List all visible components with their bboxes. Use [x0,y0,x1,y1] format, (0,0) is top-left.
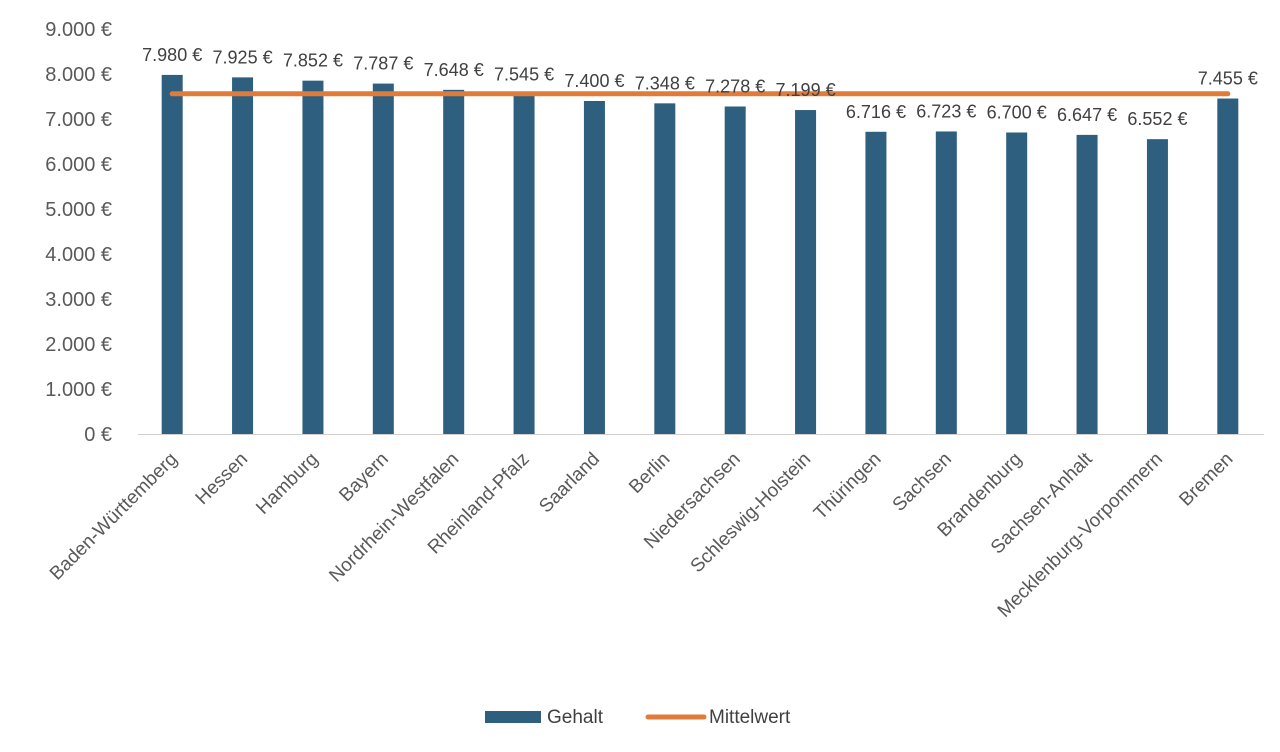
data-label: 6.716 € [846,102,906,122]
bar-berlin [654,103,676,434]
bar-saarland [583,101,605,434]
bar-hamburg [302,80,324,434]
bar-baden-württemberg [161,74,183,435]
y-tick-label: 4.000 € [45,244,112,266]
bar-sachsen-anhalt [1076,134,1098,434]
data-label: 7.455 € [1198,69,1258,89]
data-label: 7.925 € [213,47,273,67]
x-tick-label: Schleswig-Holstein [687,449,815,577]
x-tick-label: Sachsen [889,449,956,516]
x-tick-label: Bayern [335,449,392,506]
x-tick-label: Baden-Württemberg [46,449,182,585]
y-tick-label: 3.000 € [45,289,112,311]
data-label: 7.545 € [494,64,554,84]
data-label: 6.723 € [916,101,976,121]
legend-label-gehalt: Gehalt [547,707,604,728]
data-label: 7.648 € [424,60,484,80]
data-label: 7.348 € [635,73,695,93]
bars [161,74,1239,435]
bar-hessen [232,77,254,434]
bar-schleswig-holstein [795,110,817,435]
x-tick-label: Thüringen [810,449,885,524]
x-tick-label: Nordrhein-Westfalen [325,449,463,587]
bar-sachsen [935,131,957,434]
data-label: 7.852 € [283,51,343,71]
bar-brandenburg [1006,132,1028,434]
data-labels: 7.980 € 7.925 € 7.852 € 7.787 € 7.648 € 7.545… [142,45,1258,129]
bar-niedersachsen [724,106,746,435]
data-label: 7.400 € [564,71,624,91]
x-tick-label: Hessen [192,449,252,509]
y-tick-label: 1.000 € [45,379,112,401]
x-tick-label: Berlin [625,449,674,498]
bar-thüringen [865,131,887,434]
x-tick-label: Bremen [1175,449,1237,511]
legend: Gehalt Mittelwert [485,707,791,728]
bar-mecklenburg-vorpommern [1146,139,1168,434]
bar-nordrhein-westfalen [443,89,465,434]
y-tick-label: 8.000 € [45,64,112,86]
y-tick-label: 9.000 € [45,19,112,41]
data-label: 7.199 € [776,80,836,100]
y-tick-label: 2.000 € [45,334,112,356]
legend-label-mittelwert: Mittelwert [709,707,791,728]
x-tick-label: Saarland [535,449,604,518]
data-label: 7.787 € [353,54,413,74]
bar-bayern [372,83,394,435]
y-tick-label: 0 € [84,424,112,446]
data-label: 7.980 € [142,45,202,65]
bar-bremen [1217,98,1239,435]
x-axis-labels: Baden-Württemberg Hessen Hamburg BayernNord… [46,448,1237,622]
y-tick-label: 5.000 € [45,199,112,221]
data-label: 6.700 € [987,103,1047,123]
y-tick-label: 7.000 € [45,109,112,131]
data-label: 6.647 € [1057,105,1117,125]
legend-swatch-gehalt [485,711,541,723]
x-tick-label: Hamburg [252,449,322,519]
data-label: 7.278 € [705,76,765,96]
data-label: 6.552 € [1127,109,1187,129]
bar-rheinland-pfalz [513,94,535,434]
y-tick-label: 6.000 € [45,154,112,176]
y-axis: 0 € 1.000 € 2.000 € 3.000 € 4.000 € 5.000 € 6.… [45,19,112,446]
